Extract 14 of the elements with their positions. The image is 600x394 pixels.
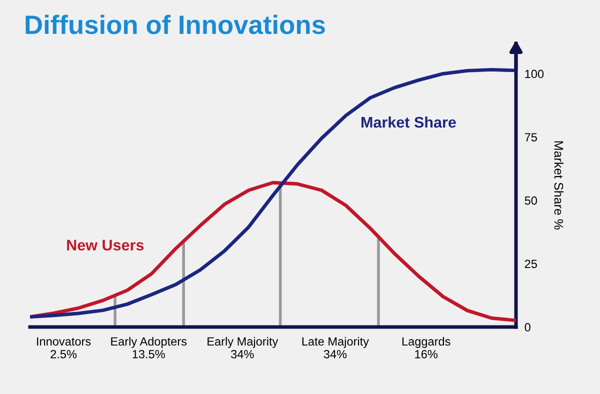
text: Early Adopters 13.5% bbox=[111, 336, 187, 358]
chart-title: Diffusion of Innovations bbox=[26, 14, 325, 34]
text: Laggards 16% bbox=[402, 336, 450, 358]
y-tick-label: 100 bbox=[525, 70, 544, 78]
y-tick-label: 50 bbox=[524, 196, 538, 205]
text: Late Majority 34% bbox=[302, 336, 369, 358]
y-tick-label: 0 bbox=[524, 323, 530, 332]
text: Innovators 2.5% bbox=[37, 337, 91, 358]
series-label: Market Share bbox=[362, 116, 456, 128]
y-tick-label: 75 bbox=[524, 133, 537, 142]
y-axis-title: Market Share % bbox=[554, 141, 564, 230]
series-label: New Users bbox=[67, 240, 144, 251]
text: Early Majority 34% bbox=[208, 336, 278, 358]
y-tick-label: 25 bbox=[524, 260, 537, 268]
